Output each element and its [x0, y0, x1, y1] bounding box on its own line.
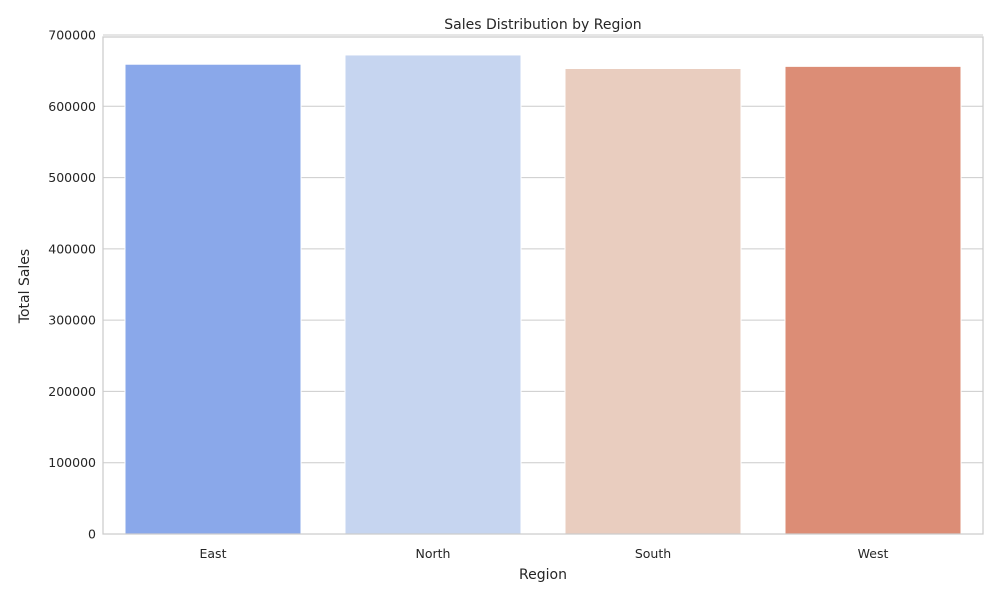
y-tick-label: 600000	[48, 99, 96, 114]
bar-south	[564, 68, 742, 535]
y-tick-label: 400000	[48, 241, 96, 256]
plot-frame	[102, 36, 984, 535]
bar-west	[784, 65, 962, 535]
y-tick-label: 300000	[48, 313, 96, 328]
x-tick-label: East	[200, 546, 227, 561]
bar-north	[344, 54, 522, 535]
y-axis-label: Total Sales	[17, 249, 33, 324]
bar-east	[124, 63, 302, 535]
x-axis-label: Region	[519, 567, 567, 583]
y-tick-label: 500000	[48, 170, 96, 185]
x-tick-label: South	[635, 546, 671, 561]
y-tick-label: 100000	[48, 455, 96, 470]
chart-title: Sales Distribution by Region	[444, 17, 641, 33]
bars	[124, 54, 962, 535]
y-tick-label: 0	[88, 527, 96, 542]
y-tick-label: 200000	[48, 384, 96, 399]
x-tick-label: West	[858, 546, 889, 561]
y-tick-label: 700000	[48, 28, 96, 43]
x-tick-label: North	[416, 546, 451, 561]
y-tick-labels: 0 100000 200000 300000 400000 500000 600000 700…	[48, 28, 96, 542]
x-tick-labels: East North South West	[200, 546, 889, 561]
